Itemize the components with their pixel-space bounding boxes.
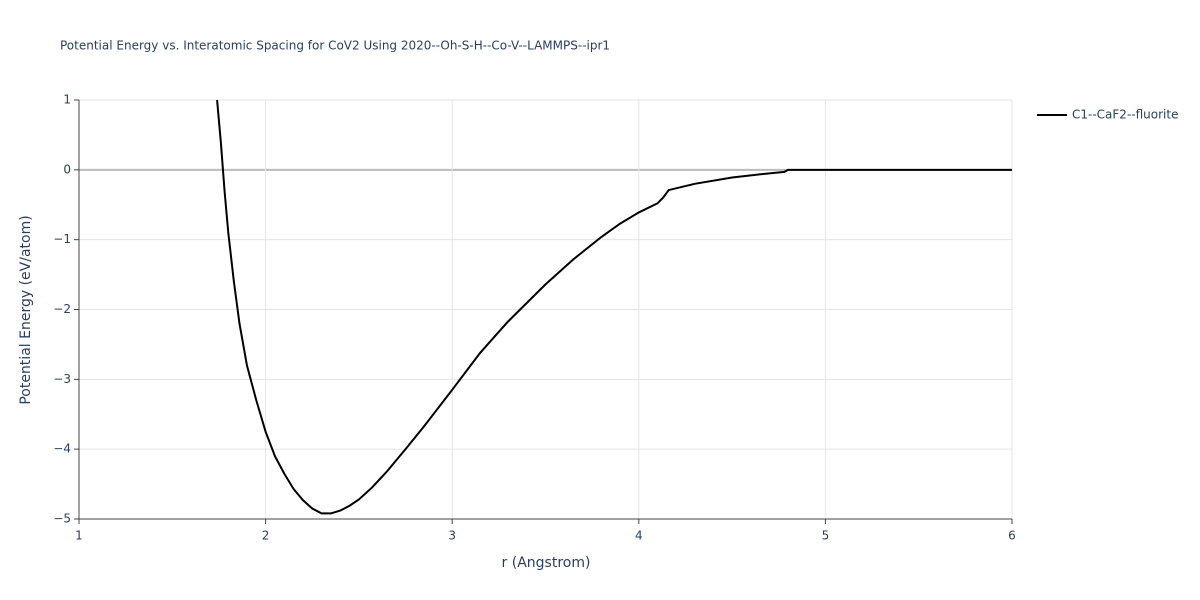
x-tick-label: 2 xyxy=(262,529,270,543)
x-tick-label: 6 xyxy=(1008,529,1016,543)
x-axis-label: r (Angstrom) xyxy=(502,555,591,571)
chart-title: Potential Energy vs. Interatomic Spacing… xyxy=(60,39,610,53)
x-tick-label: 1 xyxy=(75,529,83,543)
y-tick-label: −4 xyxy=(53,442,71,456)
x-tick-label: 5 xyxy=(822,529,830,543)
legend-label: C1--CaF2--fluorite xyxy=(1072,108,1178,122)
y-tick-label: −5 xyxy=(53,512,71,526)
y-tick-label: −1 xyxy=(53,232,71,246)
y-tick-label: −2 xyxy=(53,302,71,316)
x-tick-label: 4 xyxy=(635,529,643,543)
y-tick-label: 1 xyxy=(63,93,71,107)
y-tick-label: 0 xyxy=(63,162,71,176)
y-tick-label: −3 xyxy=(53,372,71,386)
x-tick-label: 3 xyxy=(448,529,456,543)
y-axis-label: Potential Energy (eV/atom) xyxy=(18,215,34,404)
line xyxy=(216,99,1012,515)
